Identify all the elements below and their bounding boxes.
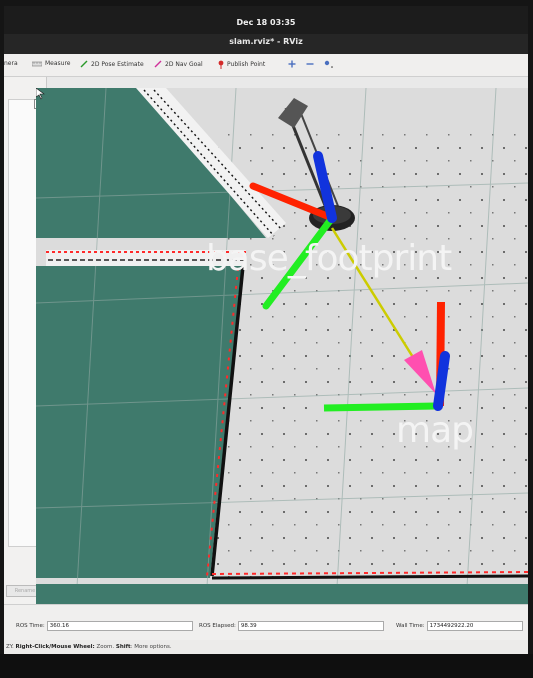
- dot-target-icon: [324, 60, 333, 68]
- tf-frame-label-map: map: [396, 410, 474, 451]
- unknown-region-upper: [36, 88, 266, 238]
- mouse-cursor-icon: [36, 88, 45, 100]
- diagonal-wall-points: [143, 89, 283, 237]
- ros-time-input[interactable]: 360.16: [46, 621, 193, 631]
- pose-estimate-tool-label: 2D Pose Estimate: [91, 60, 144, 68]
- measure-tool[interactable]: Measure: [32, 60, 71, 67]
- base-footprint-x-axis: [249, 182, 336, 222]
- map-z-axis: [433, 351, 450, 411]
- wall-time-field: Wall Time: 1734492922.20: [396, 621, 523, 631]
- obstacle-wall-left: [210, 265, 245, 577]
- status-hint-key-1: Right-Click/Mouse Wheel:: [15, 644, 95, 650]
- diagonal-wall-dither: [136, 88, 286, 238]
- camera-tool[interactable]: nera: [4, 60, 18, 67]
- plus-icon: [288, 60, 296, 68]
- ros-time-label: ROS Time:: [16, 623, 45, 629]
- 3d-render-viewport[interactable]: base_footprint map: [36, 88, 528, 604]
- tf-link-arrow: [404, 350, 436, 394]
- wall-time-label: Wall Time:: [396, 623, 425, 629]
- wall-time-input[interactable]: 1734492922.20: [426, 621, 523, 631]
- tf-frame-label-base-footprint: base_footprint: [206, 238, 452, 279]
- minus-icon: [306, 63, 314, 65]
- monitor-screen: Dec 18 03:35 slam.rviz* - RViz nera Meas…: [4, 6, 528, 654]
- system-top-bar: Dec 18 03:35: [4, 6, 528, 34]
- laser-scan-left: [206, 267, 239, 577]
- status-bar: ZY. Right-Click/Mouse Wheel: Zoom. Shift…: [4, 640, 528, 654]
- base-footprint-y-axis: [262, 214, 336, 310]
- status-hint-key-2: Shift: [115, 644, 131, 650]
- ros-elapsed-label: ROS Elapsed:: [199, 623, 236, 629]
- pose-estimate-tool[interactable]: 2D Pose Estimate: [80, 60, 144, 68]
- status-hint-text-1: Zoom.: [94, 644, 116, 650]
- obstacle-wall-bottom: [211, 574, 528, 580]
- measure-tool-label: Measure: [45, 60, 71, 67]
- target-button[interactable]: [324, 60, 334, 68]
- rviz-toolbar: nera Measure 2D Pose Estimate 2D Nav Goa…: [4, 54, 528, 77]
- publish-point-tool[interactable]: Publish Point: [218, 60, 265, 69]
- monitor-bezel-bottom: [0, 654, 533, 678]
- status-hint-text-2: : More options.: [130, 644, 172, 650]
- clock[interactable]: Dec 18 03:35: [236, 18, 296, 27]
- window-title-bar[interactable]: slam.rviz* - RViz: [4, 34, 528, 54]
- ruler-icon: [32, 61, 42, 66]
- grid-lines: [36, 88, 528, 604]
- status-prefix: ZY.: [6, 644, 14, 650]
- unknown-region-lower: [36, 266, 242, 578]
- pink-arrow-icon: [154, 60, 162, 68]
- zoom-out-button[interactable]: [306, 60, 314, 68]
- publish-point-tool-label: Publish Point: [227, 61, 266, 68]
- ros-elapsed-field: ROS Elapsed: 98.39: [199, 621, 384, 631]
- map-pin-icon: [218, 60, 224, 69]
- time-panel: ROS Time: 360.16 ROS Elapsed: 98.39 Wall…: [4, 604, 528, 641]
- window-title: slam.rviz* - RViz: [229, 37, 303, 46]
- green-arrow-icon: [80, 60, 88, 68]
- tf-link-line: [330, 227, 428, 379]
- map-render: [36, 88, 528, 604]
- map-y-axis: [323, 402, 437, 412]
- horizontal-wall-band: [46, 250, 246, 266]
- nav-goal-tool-label: 2D Nav Goal: [165, 60, 203, 68]
- unknown-region-bottom: [36, 584, 528, 604]
- camera-tool-label: nera: [4, 60, 18, 67]
- nav-goal-tool[interactable]: 2D Nav Goal: [154, 60, 203, 68]
- rename-button[interactable]: Rename: [6, 585, 44, 597]
- ros-elapsed-input[interactable]: 98.39: [237, 621, 384, 631]
- base-footprint-z-axis: [313, 151, 337, 223]
- zoom-in-button[interactable]: [288, 60, 296, 68]
- ros-time-field: ROS Time: 360.16: [16, 621, 193, 631]
